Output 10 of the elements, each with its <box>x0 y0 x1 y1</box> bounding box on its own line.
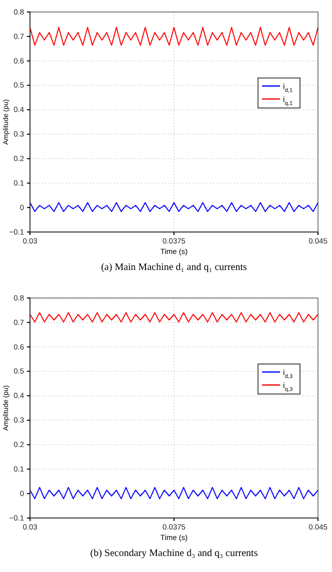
text: (b) Secondary Machine d₃ and q₃ currents <box>90 548 258 559</box>
legend-label: i$_{d,3}$ <box>283 368 293 380</box>
legend-label: i$_{q,1}$ <box>283 95 293 107</box>
legend-label: i$_{q,3}$ <box>283 381 293 393</box>
line-series <box>30 26 318 46</box>
line-series <box>30 312 318 322</box>
text: (a) Main Machine d₁ and q₁ currents <box>101 262 248 273</box>
line-series <box>30 202 318 212</box>
line-series <box>30 486 318 500</box>
legend-label: i$_{d,1}$ <box>283 82 293 94</box>
